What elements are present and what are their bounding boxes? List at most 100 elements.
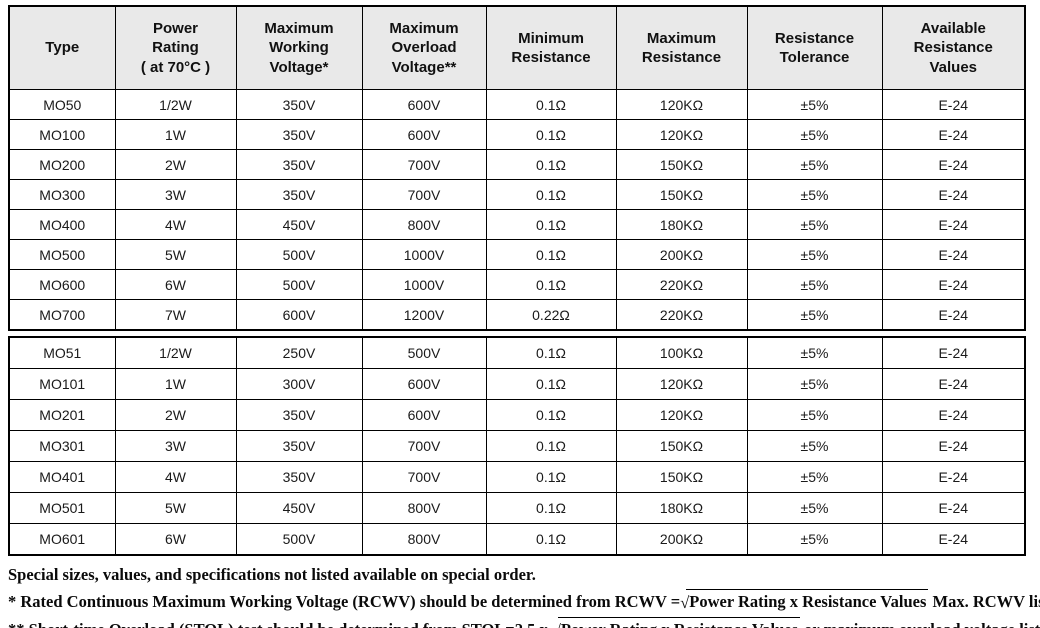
table-cell: 200KΩ: [615, 523, 748, 556]
table-cell: E-24: [881, 149, 1026, 180]
table-cell: 500V: [235, 523, 363, 556]
note-stol-suffix: or maximum overload voltage listed above…: [800, 620, 1040, 628]
note-special-order: Special sizes, values, and specification…: [8, 563, 1040, 586]
table-cell: 600V: [235, 299, 363, 331]
table-cell: 500V: [361, 336, 487, 369]
table-cell: 0.1Ω: [485, 461, 617, 493]
table-cell: E-24: [881, 179, 1026, 210]
table-cell: 700V: [361, 430, 487, 462]
table-cell: 220KΩ: [615, 299, 748, 331]
table-cell: 350V: [235, 430, 363, 462]
table-cell: E-24: [881, 492, 1026, 524]
table-row: MO201 2W 350V 600V 0.1Ω 120KΩ ±5% E-24: [8, 399, 1026, 431]
table-cell: 0.1Ω: [485, 209, 617, 240]
table-cell: 120KΩ: [615, 89, 748, 120]
table-cell: 120KΩ: [615, 399, 748, 431]
table-cell: MO100: [8, 119, 116, 150]
table-cell: MO101: [8, 368, 116, 400]
table-cell: 1W: [114, 368, 237, 400]
column-header-type: Type: [8, 5, 116, 90]
table-cell: 5W: [114, 492, 237, 524]
resistor-spec-table-group-1: Type Power Rating ( at 70°C ) Maximum Wo…: [8, 5, 1026, 331]
table-row: MO601 6W 500V 800V 0.1Ω 200KΩ ±5% E-24: [8, 523, 1026, 556]
table-cell: 500V: [235, 239, 363, 270]
table-cell: 1/2W: [114, 89, 237, 120]
table-row: MO600 6W 500V 1000V 0.1Ω 220KΩ ±5% E-24: [8, 269, 1026, 300]
table-cell: 1000V: [361, 239, 487, 270]
radical-icon: √: [552, 619, 561, 628]
radical-icon: √: [680, 593, 690, 613]
table-row: MO200 2W 350V 700V 0.1Ω 150KΩ ±5% E-24: [8, 149, 1026, 180]
table-cell: 600V: [361, 119, 487, 150]
table-cell: MO50: [8, 89, 116, 120]
table-cell: 4W: [114, 209, 237, 240]
table-cell: 0.1Ω: [485, 239, 617, 270]
table-row: MO101 1W 300V 600V 0.1Ω 120KΩ ±5% E-24: [8, 368, 1026, 400]
table-cell: ±5%: [746, 461, 883, 493]
footnotes: Special sizes, values, and specification…: [8, 563, 1040, 628]
table-cell: ±5%: [746, 492, 883, 524]
table-cell: 0.1Ω: [485, 179, 617, 210]
column-header-available-resistance-values: Available Resistance Values: [881, 5, 1026, 90]
table-row: MO401 4W 350V 700V 0.1Ω 150KΩ ±5% E-24: [8, 461, 1026, 493]
note-rcwv-suffix: Max. RCWV listed above.: [932, 592, 1040, 612]
table-cell: E-24: [881, 523, 1026, 556]
table-cell: 0.1Ω: [485, 119, 617, 150]
table-cell: 250V: [235, 336, 363, 369]
stol-sqrt-expression: Power Rating x Resistance Values: [557, 616, 800, 628]
table-cell: E-24: [881, 336, 1026, 369]
table-cell: ±5%: [746, 209, 883, 240]
table-cell: 350V: [235, 399, 363, 431]
column-header-power-rating: Power Rating ( at 70°C ): [114, 5, 237, 90]
table-cell: 700V: [361, 179, 487, 210]
table-cell: E-24: [881, 299, 1026, 331]
table-cell: 150KΩ: [615, 179, 748, 210]
note-rcwv: * Rated Continuous Maximum Working Volta…: [8, 589, 1040, 613]
table-cell: MO700: [8, 299, 116, 331]
table-cell: 150KΩ: [615, 430, 748, 462]
table-cell: 1000V: [361, 269, 487, 300]
column-header-max-working-voltage: Maximum Working Voltage*: [235, 5, 363, 90]
table-cell: MO600: [8, 269, 116, 300]
table-cell: E-24: [881, 119, 1026, 150]
table-row: MO400 4W 450V 800V 0.1Ω 180KΩ ±5% E-24: [8, 209, 1026, 240]
table-cell: 600V: [361, 399, 487, 431]
table-cell: ±5%: [746, 430, 883, 462]
table-cell: ±5%: [746, 89, 883, 120]
table-cell: 1W: [114, 119, 237, 150]
table-row: MO100 1W 350V 600V 0.1Ω 120KΩ ±5% E-24: [8, 119, 1026, 150]
table-cell: E-24: [881, 461, 1026, 493]
table-cell: 2W: [114, 149, 237, 180]
column-header-resistance-tolerance: Resistance Tolerance: [746, 5, 883, 90]
table-cell: E-24: [881, 430, 1026, 462]
table-cell: MO400: [8, 209, 116, 240]
table-cell: ±5%: [746, 149, 883, 180]
table-cell: MO601: [8, 523, 116, 556]
table-cell: 350V: [235, 89, 363, 120]
table-cell: 600V: [361, 368, 487, 400]
table-cell: ±5%: [746, 179, 883, 210]
table-cell: 0.1Ω: [485, 368, 617, 400]
table-cell: 120KΩ: [615, 368, 748, 400]
stol-sqrt-formula: √Power Rating x Resistance Values: [552, 616, 800, 628]
table-cell: 300V: [235, 368, 363, 400]
table-cell: ±5%: [746, 368, 883, 400]
table-cell: 0.1Ω: [485, 336, 617, 369]
table-cell: 6W: [114, 269, 237, 300]
table-cell: 450V: [235, 209, 363, 240]
table-cell: 0.1Ω: [485, 492, 617, 524]
table-cell: 0.1Ω: [485, 523, 617, 556]
table-cell: 1/2W: [114, 336, 237, 369]
note-special-order-text: Special sizes, values, and specification…: [8, 565, 536, 584]
table-cell: 0.1Ω: [485, 269, 617, 300]
table-cell: 3W: [114, 430, 237, 462]
table-cell: 150KΩ: [615, 461, 748, 493]
table-header-row: Type Power Rating ( at 70°C ) Maximum Wo…: [8, 5, 1026, 90]
table-cell: 0.22Ω: [485, 299, 617, 331]
table-row: MO501 5W 450V 800V 0.1Ω 180KΩ ±5% E-24: [8, 492, 1026, 524]
table-cell: 0.1Ω: [485, 399, 617, 431]
note-rcwv-prefix: * Rated Continuous Maximum Working Volta…: [8, 592, 681, 612]
table-cell: 4W: [114, 461, 237, 493]
table-cell: E-24: [881, 399, 1026, 431]
table-cell: ±5%: [746, 299, 883, 331]
